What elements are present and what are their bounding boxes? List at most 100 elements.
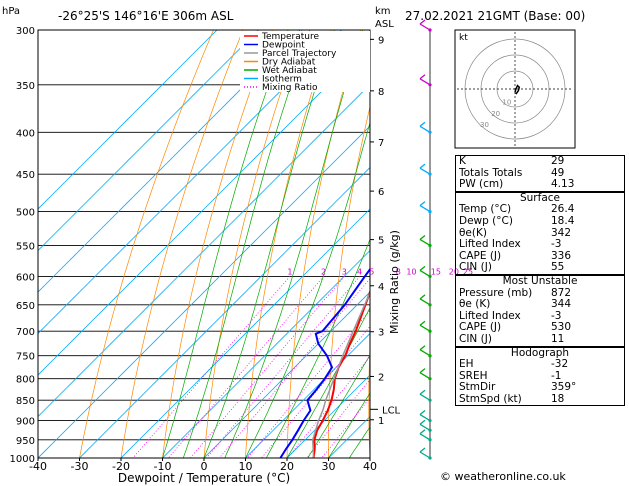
mixing-ratio-labels: 1 2 3 4 5 8 10 15 20 25 <box>287 267 473 276</box>
hodograph-param-row: EH -32 <box>456 358 625 371</box>
wind-barb <box>419 451 431 459</box>
wind-barb-dot <box>428 456 432 460</box>
mixing-ratio-label: 10 <box>406 267 416 276</box>
indices-table: K 29 Totals Totals 49 PW (cm) 4.13 <box>455 155 625 192</box>
pressure-tick-label: 950 <box>16 436 35 447</box>
series-line-temperature <box>312 289 370 458</box>
dry-adiabat <box>203 30 303 458</box>
pressure-tick-label: 800 <box>16 375 35 386</box>
isotherm <box>120 208 370 458</box>
mixing-ratio-axis-label: Mixing Ratio (g/kg) <box>388 230 401 334</box>
wind-barb <box>419 167 431 175</box>
pressure-tick-label: 450 <box>16 170 35 181</box>
mixing-ratio-line <box>261 325 370 458</box>
legend-background <box>240 31 370 92</box>
wind-barb-flag <box>419 410 426 416</box>
index-row: Totals Totals 49 <box>456 166 625 180</box>
hodograph-trace <box>514 84 521 95</box>
wind-barb-dot <box>428 438 432 442</box>
wind-barb <box>419 125 431 133</box>
surface-row: θe(K) 342 <box>456 227 625 240</box>
mixing-ratio-line <box>190 276 345 458</box>
x-tick-label: 10 <box>239 460 253 473</box>
mixing-ratio-line <box>168 276 324 458</box>
wet-adiabat <box>307 354 370 458</box>
hodograph-param-label: StmSpd (kt) <box>459 392 522 405</box>
wet-adiabat <box>328 392 370 458</box>
surface-row: Lifted Index -3 <box>456 239 625 251</box>
dry-adiabat <box>162 30 273 458</box>
most-unstable-label: CAPE (J) <box>459 321 502 334</box>
mixing-ratio-label: 2 <box>321 267 326 276</box>
wind-barb <box>419 78 431 86</box>
most-unstable-row: θe (K) 344 <box>456 299 625 311</box>
index-label: Totals Totals <box>459 166 523 179</box>
surface-label: CAPE (J) <box>459 249 502 262</box>
pressure-tick-label: 500 <box>16 208 35 219</box>
hodograph-param-value: -1 <box>551 369 562 382</box>
index-value: 4.13 <box>551 178 575 191</box>
mixing-ratio-label: 15 <box>431 267 441 276</box>
isotherm <box>38 30 259 252</box>
wind-barb-dot <box>428 398 432 402</box>
dry-adiabat <box>79 30 214 458</box>
mixing-ratio-line <box>306 378 370 458</box>
wind-barb <box>419 238 431 247</box>
surface-row: Dewp (°C) 18.4 <box>456 215 625 228</box>
pressure-tick-label: 1000 <box>10 454 35 465</box>
surface-table: Surface Temp (°C) 26.4 Dewp (°C) 18.4 θe(K) 3… <box>455 191 625 275</box>
wet-adiabat <box>182 30 311 458</box>
pressure-tick-label: 400 <box>16 128 35 139</box>
surface-row: CAPE (J) 336 <box>456 249 625 263</box>
wind-barb-dot <box>428 83 432 87</box>
wind-barb-flag <box>419 163 426 169</box>
axes: 3003504004505005506006507007508008509009… <box>10 26 401 473</box>
most-unstable-row: Pressure (mb) 872 <box>456 286 625 300</box>
index-label: K <box>459 155 466 167</box>
most-unstable-label: Pressure (mb) <box>459 286 533 299</box>
wind-barb <box>419 372 431 380</box>
x-tick-label: 40 <box>363 460 377 473</box>
wind-barb <box>419 269 431 277</box>
surface-value: 336 <box>551 249 572 262</box>
mixing-ratio-line <box>219 277 370 458</box>
km-tick-label: 8 <box>378 87 384 98</box>
wind-barb-dot <box>428 418 432 423</box>
wind-barb-flag <box>419 19 426 25</box>
legend-entry: Dewpoint <box>262 41 305 51</box>
hodograph-ring-label: 10 <box>502 99 511 107</box>
most-unstable-label: CIN (J) <box>459 332 492 345</box>
wind-barb-dot <box>428 377 432 381</box>
wind-barb-dot <box>428 274 432 279</box>
index-label: PW (cm) <box>459 178 504 191</box>
legend-entry: Wet Adiabat <box>262 66 317 76</box>
isotherm <box>203 291 370 458</box>
copyright: © weatheronline.co.uk <box>440 470 566 483</box>
x-tick-label: 30 <box>322 460 336 473</box>
mixing-ratio-label: 3 <box>342 267 347 276</box>
legend-entry: Parcel Trajectory <box>262 49 337 59</box>
most-unstable-title: Most Unstable <box>455 274 625 288</box>
most-unstable-label: θe (K) <box>459 298 491 311</box>
most-unstable-row: CIN (J) 11 <box>456 332 625 346</box>
most-unstable-table: Most Unstable Pressure (mb) 872 θe (K) 344 L… <box>455 274 625 347</box>
legend-entry: Mixing Ratio <box>262 83 318 93</box>
isotherm <box>38 30 342 335</box>
x-tick-label: -10 <box>154 460 172 473</box>
wind-barbs <box>419 19 432 460</box>
mixing-ratio-label: 25 <box>463 267 473 276</box>
hodograph-ring-label: 30 <box>480 121 489 129</box>
isotherm <box>38 83 370 418</box>
surface-value: -3 <box>551 238 562 251</box>
mixing-ratio-line <box>321 397 370 458</box>
isotherm <box>79 166 370 458</box>
legend-entry: Temperature <box>261 32 319 42</box>
wind-barb-dot <box>428 209 432 214</box>
surface-row: Temp (°C) 26.4 <box>456 204 625 216</box>
x-tick-label: 20 <box>280 460 294 473</box>
hodograph-param-label: SREH <box>459 369 488 382</box>
wind-barb <box>419 393 431 401</box>
